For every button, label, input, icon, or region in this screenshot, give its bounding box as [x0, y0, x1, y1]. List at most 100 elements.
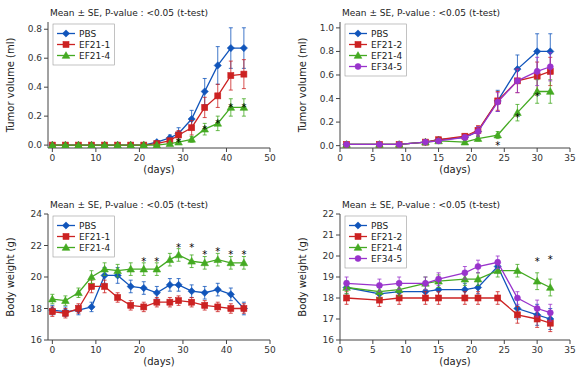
x-tick-label: 35	[564, 345, 575, 355]
error-bar	[515, 55, 519, 83]
point	[102, 142, 108, 148]
error-bar	[216, 116, 220, 130]
error-bar-cap	[535, 33, 539, 34]
x-tick	[471, 148, 472, 152]
error-bar-cap	[548, 52, 552, 53]
y-axis-line	[340, 22, 341, 148]
error-bar	[496, 90, 500, 111]
x-tick-label: 20	[134, 345, 146, 355]
x-axis-label: (days)	[439, 356, 471, 367]
y-axis-label: Tumor volume (ml)	[297, 38, 308, 134]
y-tick-label: 0.8	[28, 24, 43, 34]
error-bar-cap	[535, 316, 539, 317]
point	[228, 306, 234, 312]
error-bar-cap	[397, 277, 401, 278]
point	[49, 142, 55, 148]
x-tick	[52, 340, 53, 344]
error-bar-cap	[423, 289, 427, 290]
x-tick	[537, 148, 538, 152]
series-line	[347, 267, 551, 320]
error-bar-cap	[190, 110, 194, 111]
point	[189, 125, 195, 131]
series-line	[347, 271, 551, 292]
legend-marker	[355, 64, 361, 70]
point	[547, 64, 553, 70]
point	[114, 141, 122, 148]
x-tick	[405, 148, 406, 152]
x-tick	[537, 340, 538, 344]
x-tick	[438, 148, 439, 152]
series-line	[347, 71, 551, 144]
legend-label: EF21-1	[79, 232, 110, 242]
point	[546, 88, 554, 95]
y-tick-label: 0.2	[320, 117, 334, 127]
point	[202, 104, 208, 110]
error-bar-cap	[116, 302, 120, 303]
error-bar	[242, 304, 246, 313]
point	[475, 129, 481, 135]
significance-star: *	[228, 102, 233, 113]
significance-star: *	[548, 254, 553, 265]
error-bar-cap	[515, 306, 519, 307]
error-bar	[229, 304, 233, 313]
legend-marker	[62, 52, 70, 59]
error-bar-cap	[168, 297, 172, 298]
error-bar-cap	[168, 291, 172, 292]
plot-area	[343, 34, 554, 148]
error-bar-cap	[129, 280, 133, 281]
error-bar-cap	[203, 97, 207, 98]
legend-frame	[53, 216, 114, 257]
series-line	[52, 255, 244, 301]
error-bar-cap	[142, 275, 146, 276]
error-bar-cap	[463, 279, 467, 280]
error-bar-cap	[535, 327, 539, 328]
y-tick-label: 16	[323, 335, 335, 345]
error-bar	[242, 99, 246, 116]
error-bar-cap	[129, 300, 133, 301]
significance-star: *	[215, 246, 220, 257]
x-tick-label: 20	[466, 345, 478, 355]
point	[344, 295, 350, 301]
error-bar-cap	[463, 304, 467, 305]
point	[376, 141, 383, 148]
error-bar-cap	[423, 304, 427, 305]
point	[189, 299, 195, 305]
error-bar-cap	[177, 278, 181, 279]
error-bar-cap	[229, 313, 233, 314]
point	[153, 141, 161, 148]
legend-marker	[355, 256, 361, 262]
y-tick-label: 0.4	[320, 94, 335, 104]
error-bar	[535, 300, 539, 317]
point	[376, 297, 382, 303]
error-bar	[535, 57, 539, 85]
error-bar-cap	[203, 299, 207, 300]
error-bar	[437, 292, 441, 305]
error-bar	[515, 69, 519, 93]
annotation: Mean ± SE, P-value : <0.05 (t-test)	[50, 8, 208, 18]
error-bar	[190, 297, 194, 306]
error-bar-cap	[50, 303, 54, 304]
error-bar-cap	[177, 261, 181, 262]
error-bar-cap	[168, 253, 172, 254]
error-bar-cap	[203, 78, 207, 79]
x-tick	[95, 340, 96, 344]
error-bar-cap	[90, 292, 94, 293]
error-bar	[437, 273, 441, 286]
error-bar-cap	[168, 278, 172, 279]
error-bar-cap	[548, 80, 552, 81]
x-tick	[226, 340, 227, 344]
y-tick	[44, 29, 48, 30]
error-bar-cap	[229, 269, 233, 270]
error-bar	[463, 292, 467, 305]
point	[436, 295, 442, 301]
x-axis-line	[340, 340, 570, 341]
point	[376, 141, 384, 148]
significance-star: *	[176, 242, 181, 253]
point	[343, 141, 351, 148]
error-bar-cap	[437, 287, 441, 288]
x-tick-label: 5	[370, 153, 376, 163]
x-tick	[139, 340, 140, 344]
y-tick-label: 16	[31, 335, 43, 345]
error-bar-cap	[242, 116, 246, 117]
error-bar-cap	[203, 310, 207, 311]
